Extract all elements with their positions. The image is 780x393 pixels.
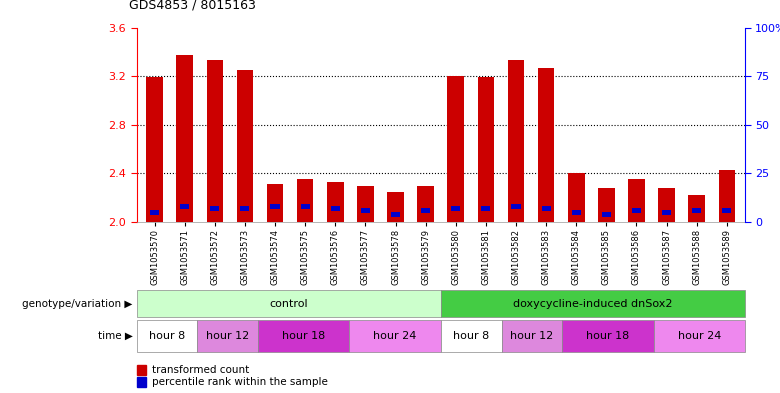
Bar <box>502 320 562 352</box>
Bar <box>258 320 349 352</box>
Text: hour 8: hour 8 <box>453 331 489 341</box>
Bar <box>300 204 310 209</box>
Text: hour 18: hour 18 <box>587 331 629 341</box>
Bar <box>176 55 193 222</box>
Bar <box>240 206 250 211</box>
Text: hour 24: hour 24 <box>678 331 721 341</box>
Bar <box>391 212 400 217</box>
Text: doxycycline-induced dnSox2: doxycycline-induced dnSox2 <box>513 299 672 309</box>
Bar <box>477 77 495 222</box>
Text: transformed count: transformed count <box>152 365 250 375</box>
Bar <box>662 210 671 215</box>
Bar <box>628 180 645 222</box>
Bar <box>147 77 163 222</box>
Bar <box>417 185 434 222</box>
Bar <box>361 208 370 213</box>
Text: control: control <box>269 299 308 309</box>
Bar <box>150 210 159 215</box>
Bar <box>180 204 190 209</box>
Bar <box>451 206 460 211</box>
Bar <box>718 170 735 222</box>
Bar <box>541 206 551 211</box>
Text: hour 24: hour 24 <box>374 331 417 341</box>
Bar <box>481 206 491 211</box>
Bar <box>421 208 431 213</box>
Bar <box>632 208 641 213</box>
Bar <box>331 206 340 211</box>
Bar <box>572 210 581 215</box>
Bar <box>512 204 520 209</box>
Bar <box>136 320 197 352</box>
Bar <box>297 180 314 222</box>
Bar <box>538 68 555 222</box>
Bar <box>448 76 464 222</box>
Text: percentile rank within the sample: percentile rank within the sample <box>152 377 328 387</box>
Bar <box>271 204 279 209</box>
Bar <box>602 212 611 217</box>
Bar <box>136 290 441 317</box>
Bar <box>689 195 705 222</box>
Bar <box>357 185 374 222</box>
Bar <box>267 184 283 222</box>
Bar <box>197 320 258 352</box>
Bar <box>441 320 502 352</box>
Bar <box>568 173 584 222</box>
Text: genotype/variation ▶: genotype/variation ▶ <box>22 299 133 309</box>
Bar <box>722 208 732 213</box>
Bar <box>441 290 745 317</box>
Text: time ▶: time ▶ <box>98 331 133 341</box>
Bar <box>327 182 343 222</box>
Text: hour 12: hour 12 <box>206 331 250 341</box>
Text: GDS4853 / 8015163: GDS4853 / 8015163 <box>129 0 256 12</box>
Bar <box>207 61 223 222</box>
Text: hour 12: hour 12 <box>510 331 554 341</box>
Bar <box>692 208 701 213</box>
Bar <box>387 192 404 222</box>
Bar <box>349 320 441 352</box>
Bar <box>598 188 615 222</box>
Bar <box>211 206 219 211</box>
Bar <box>236 70 254 222</box>
Text: hour 8: hour 8 <box>149 331 185 341</box>
Bar <box>562 320 654 352</box>
Text: hour 18: hour 18 <box>282 331 325 341</box>
Bar <box>654 320 745 352</box>
Bar <box>658 188 675 222</box>
Bar <box>508 61 524 222</box>
